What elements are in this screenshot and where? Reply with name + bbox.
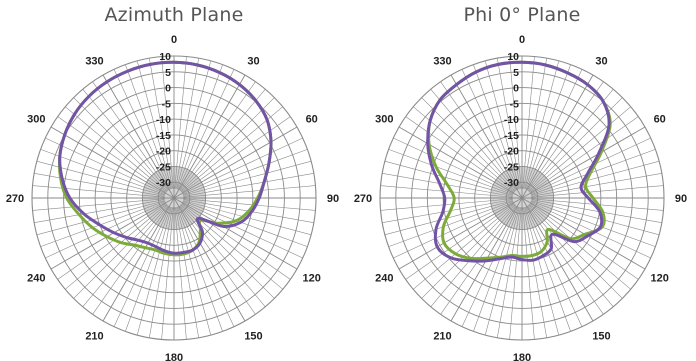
angle-label: 90	[675, 193, 687, 205]
radial-tick-label: -25	[156, 161, 171, 173]
radial-tick-label: -15	[156, 130, 171, 142]
radial-tick-label: 10	[507, 51, 519, 63]
angle-label: 210	[433, 331, 451, 343]
spoke-line	[173, 197, 298, 270]
grid-ring	[141, 165, 207, 231]
grid-ring	[94, 118, 254, 278]
spoke-line	[421, 204, 516, 299]
spoke-line	[450, 74, 523, 199]
spoke-line	[180, 97, 275, 192]
radial-tick-label: -5	[510, 98, 519, 110]
chart-title: Azimuth Plane	[104, 4, 244, 26]
angle-label: 330	[433, 55, 451, 67]
grid-ring	[379, 55, 665, 341]
angle-label: 120	[651, 273, 669, 285]
grid-ring	[157, 181, 191, 215]
grid-ring	[110, 134, 238, 262]
radial-tick-label: -30	[156, 177, 171, 189]
radial-spokes	[380, 56, 664, 340]
angle-label: 210	[85, 331, 103, 343]
radial-tick-label: 5	[165, 67, 171, 79]
angle-label: 270	[6, 193, 24, 205]
grid-ring	[126, 150, 222, 246]
angle-label: 30	[247, 55, 259, 67]
radial-tick-label: -10	[504, 114, 519, 126]
series-2-line	[426, 60, 611, 263]
spoke-line	[521, 197, 594, 322]
grid-ring	[47, 71, 301, 325]
spoke-line	[398, 126, 523, 199]
radial-tick-label: 0	[513, 83, 519, 95]
angle-label: 60	[654, 114, 666, 126]
grid-ring	[411, 87, 633, 309]
angle-label: 300	[375, 114, 393, 126]
angle-label: 0	[171, 34, 177, 46]
radial-spokes	[32, 56, 316, 340]
spoke-line	[50, 126, 175, 199]
grid-ring	[474, 150, 570, 246]
spoke-line	[398, 197, 523, 270]
angle-label: 330	[85, 55, 103, 67]
grid-ring	[505, 181, 539, 215]
radial-tick-label: 5	[513, 67, 519, 79]
grid-ring	[426, 102, 618, 294]
angle-label: 60	[306, 114, 318, 126]
series-2-line	[58, 60, 273, 255]
grid-ring	[395, 71, 649, 325]
grid-ring	[489, 165, 555, 231]
angle-label: 120	[303, 273, 321, 285]
angle-label: 30	[595, 55, 607, 67]
phi-0-plane-panel: Phi 0° Plane 10 5 0 -5 -10 -15 -20 -25 -30 0 30 60 9…	[348, 0, 696, 361]
radial-tick-label: -10	[156, 114, 171, 126]
angle-label: 300	[27, 114, 45, 126]
radial-tick-label: -25	[504, 161, 519, 173]
spoke-line	[521, 126, 646, 199]
grid-ring	[442, 118, 602, 278]
radial-tick-label: -20	[156, 146, 171, 158]
angle-label: 180	[165, 352, 183, 361]
spoke-line	[102, 197, 175, 322]
spoke-line	[73, 97, 168, 192]
azimuth-polar-chart: 10 5 0 -5 -10 -15 -20 -25 -30 0 30 60 90 120 150 180 210…	[6, 34, 339, 361]
angle-label: 270	[354, 193, 372, 205]
radial-tick-label: 0	[165, 83, 171, 95]
radial-tick-label: 10	[159, 51, 171, 63]
radial-tick-label: -5	[162, 98, 171, 110]
grid-ring	[458, 134, 586, 262]
angle-label: 0	[519, 34, 525, 46]
spoke-line	[180, 204, 275, 299]
spoke-line	[102, 74, 175, 199]
angle-label: 150	[244, 331, 262, 343]
chart-title: Phi 0° Plane	[463, 4, 581, 26]
spoke-line	[521, 74, 594, 199]
grid-ring	[78, 102, 270, 294]
spoke-line	[173, 74, 246, 199]
concentric-rings	[379, 55, 665, 341]
grid-ring	[63, 87, 285, 309]
grid-ring	[31, 55, 317, 341]
radial-tick-label: -20	[504, 146, 519, 158]
phi-0-polar-chart: 10 5 0 -5 -10 -15 -20 -25 -30 0 30 60 90 120 150 180 210…	[354, 34, 687, 361]
spoke-line	[173, 197, 246, 322]
angle-label: 90	[327, 193, 339, 205]
concentric-rings	[31, 55, 317, 341]
azimuth-plane-panel: Azimuth Plane 10 5 0 -5 -10 -15 -20 -25 -30 0 30 60…	[6, 4, 339, 361]
radial-tick-label: -15	[504, 130, 519, 142]
angle-label: 150	[592, 331, 610, 343]
angle-label: 180	[513, 352, 531, 361]
angle-label: 240	[27, 273, 45, 285]
angle-label: 240	[375, 273, 393, 285]
spoke-line	[173, 126, 298, 199]
radial-tick-label: -30	[504, 177, 519, 189]
